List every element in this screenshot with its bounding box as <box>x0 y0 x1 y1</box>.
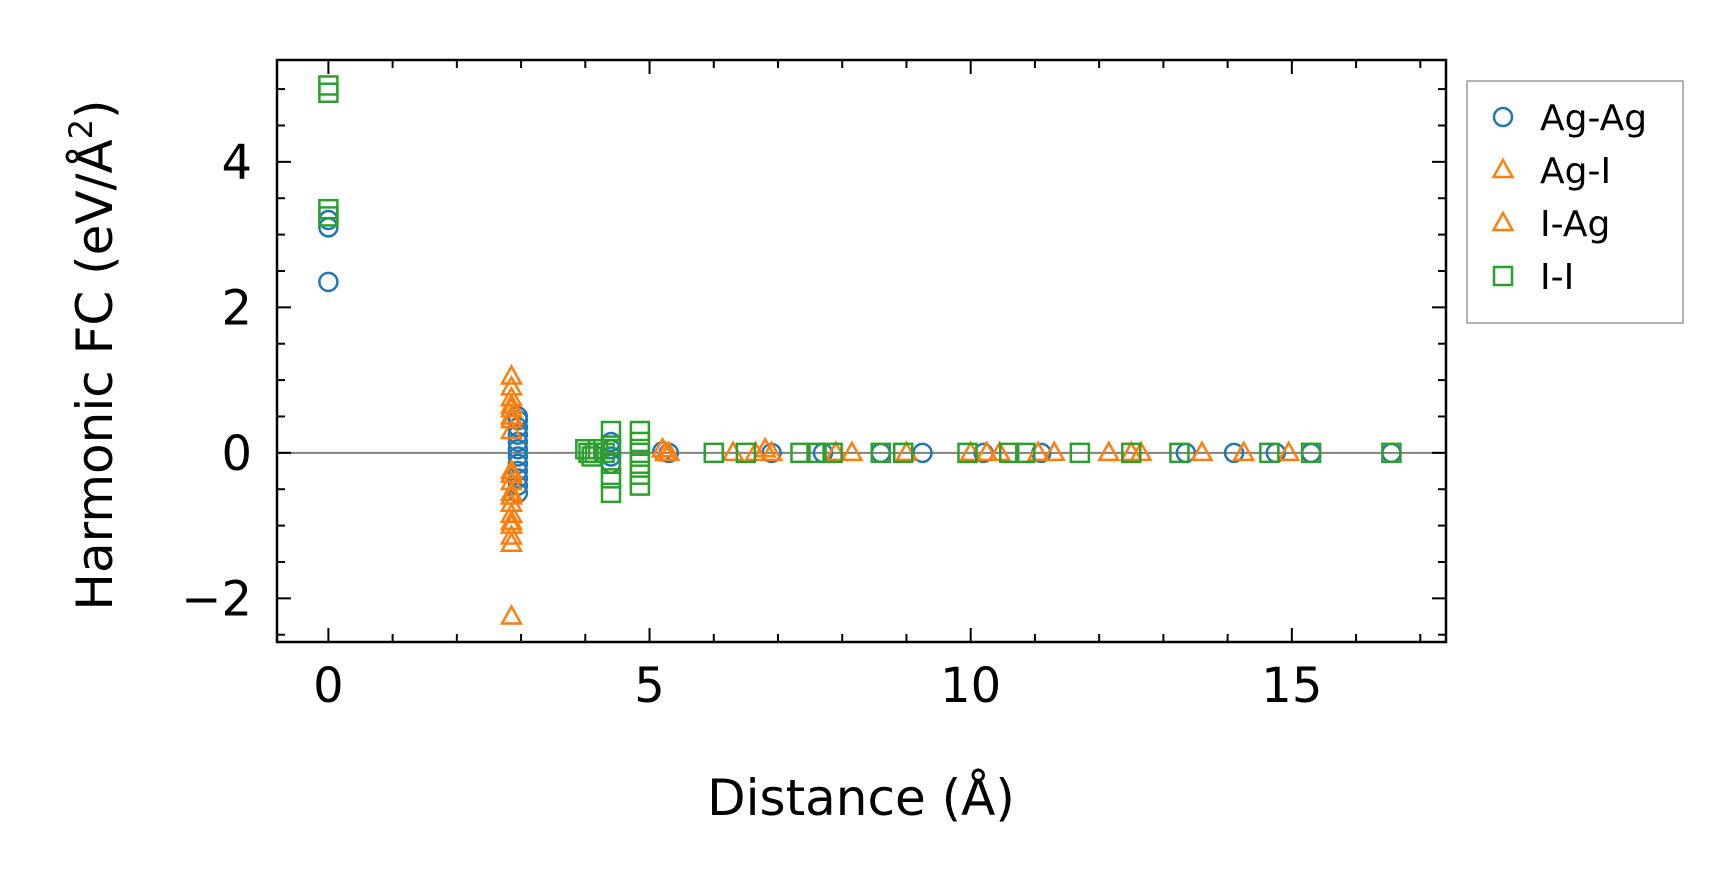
data-point-i-i <box>893 442 914 464</box>
y-axis-label-main: Harmonic FC (eV/Å <box>66 139 124 610</box>
data-point-i-i <box>629 442 651 464</box>
series-ag-i <box>499 363 1301 625</box>
data-point-i-i <box>600 453 622 475</box>
data-point-i-i <box>1381 442 1402 464</box>
y-axis-label-superscript: 2 <box>62 119 100 139</box>
data-point-ag-i <box>499 523 524 545</box>
data-point-i-i <box>600 482 622 504</box>
data-point-i-i <box>318 82 339 103</box>
x-axis-label: Distance (Å) <box>707 769 1015 827</box>
legend-marker-ag-i <box>1491 157 1515 179</box>
data-point-i-i <box>629 431 651 453</box>
data-point-ag-i <box>1097 440 1121 462</box>
data-point-ag-i <box>499 603 524 625</box>
data-point-i-i <box>703 442 725 464</box>
data-point-i-i <box>629 453 651 475</box>
data-point-i-ag <box>499 403 524 425</box>
legend-label-ag-ag: Ag-Ag <box>1540 98 1647 139</box>
data-point-i-ag <box>975 440 999 462</box>
data-point-i-ag <box>499 462 524 483</box>
data-point-ag-i <box>721 440 745 462</box>
data-point-ag-i <box>1277 440 1301 462</box>
data-point-i-ag <box>499 509 524 531</box>
data-point-ag-ag <box>507 446 529 467</box>
data-point-i-i <box>629 464 651 485</box>
y-tick-label: −2 <box>181 571 252 627</box>
data-point-ag-i <box>499 407 524 429</box>
x-tick-label: 0 <box>313 658 344 714</box>
data-point-i-i <box>1169 442 1190 464</box>
legend-marker-i-ag <box>1491 210 1515 232</box>
data-point-ag-i <box>499 363 524 385</box>
legend-marker-i-i <box>1492 265 1514 287</box>
data-point-i-ag <box>657 440 681 462</box>
data-point-i-i <box>587 438 609 460</box>
data-point-i-i <box>318 206 339 227</box>
series-i-ag <box>499 393 1143 531</box>
data-point-ag-i <box>1042 440 1066 462</box>
data-point-i-ag <box>1119 440 1143 462</box>
data-point-ag-i <box>840 440 864 462</box>
data-point-i-i <box>806 442 827 464</box>
series-i-i <box>318 75 1402 504</box>
axis-ticks <box>277 60 1446 642</box>
data-point-i-i <box>594 442 615 464</box>
data-point-ag-i <box>499 458 524 480</box>
data-point-ag-i <box>1190 440 1214 462</box>
y-axis-label: Harmonic FC (eV/Å2) <box>62 99 124 610</box>
data-point-i-i <box>1121 442 1142 464</box>
data-point-i-i <box>1300 442 1322 464</box>
x-tick-label: 5 <box>634 658 665 714</box>
plot-frame <box>275 58 1448 644</box>
legend-marker-ag-ag <box>1492 106 1514 128</box>
data-point-i-i <box>600 420 622 442</box>
x-tick-label: 15 <box>1261 658 1322 714</box>
legend-label-i-i: I-I <box>1540 257 1574 298</box>
data-point-i-i <box>581 446 602 467</box>
y-axis-label-close: ) <box>66 99 124 119</box>
data-point-i-i <box>318 75 339 96</box>
data-point-ag-i <box>1232 440 1256 462</box>
legend-label-ag-i: Ag-I <box>1540 151 1611 192</box>
x-tick-label: 10 <box>940 658 1001 714</box>
data-point-i-i <box>957 442 978 464</box>
legend: Ag-Ag Ag-I I-Ag I-I <box>1466 80 1684 324</box>
data-point-i-i <box>600 468 622 489</box>
data-point-i-i <box>822 442 843 464</box>
data-point-i-i <box>1015 442 1036 464</box>
data-point-ag-ag <box>507 424 529 445</box>
data-point-ag-ag <box>507 438 529 460</box>
data-point-i-i <box>735 442 757 464</box>
y-tick-label: 2 <box>221 280 252 336</box>
data-point-i-ag <box>499 393 524 414</box>
data-point-i-i <box>790 442 811 464</box>
data-point-ag-i <box>499 480 524 502</box>
data-point-i-ag <box>499 483 524 505</box>
data-point-i-i <box>870 442 892 464</box>
data-point-i-i <box>1259 442 1280 464</box>
data-point-i-i <box>629 420 651 442</box>
y-tick-labels: −2 0 2 4 <box>181 135 252 627</box>
data-point-ag-i <box>499 502 524 523</box>
data-point-i-i <box>998 442 1020 464</box>
data-point-ag-ag <box>912 442 933 464</box>
data-point-ag-i <box>499 418 524 440</box>
data-point-ag-ag <box>1223 442 1245 464</box>
data-point-i-i <box>629 475 651 496</box>
data-point-ag-i <box>499 531 524 553</box>
legend-box <box>1466 80 1684 324</box>
y-tick-label: 4 <box>221 135 252 191</box>
data-point-i-ag <box>759 440 784 462</box>
data-point-ag-i <box>499 396 524 418</box>
legend-label-i-ag: I-Ag <box>1540 204 1610 245</box>
x-tick-labels: 0 5 10 15 <box>313 658 1322 714</box>
data-markers <box>318 75 1402 625</box>
data-point-i-i <box>1069 442 1091 464</box>
data-point-ag-ag <box>318 271 339 293</box>
y-tick-label: 0 <box>221 426 252 482</box>
